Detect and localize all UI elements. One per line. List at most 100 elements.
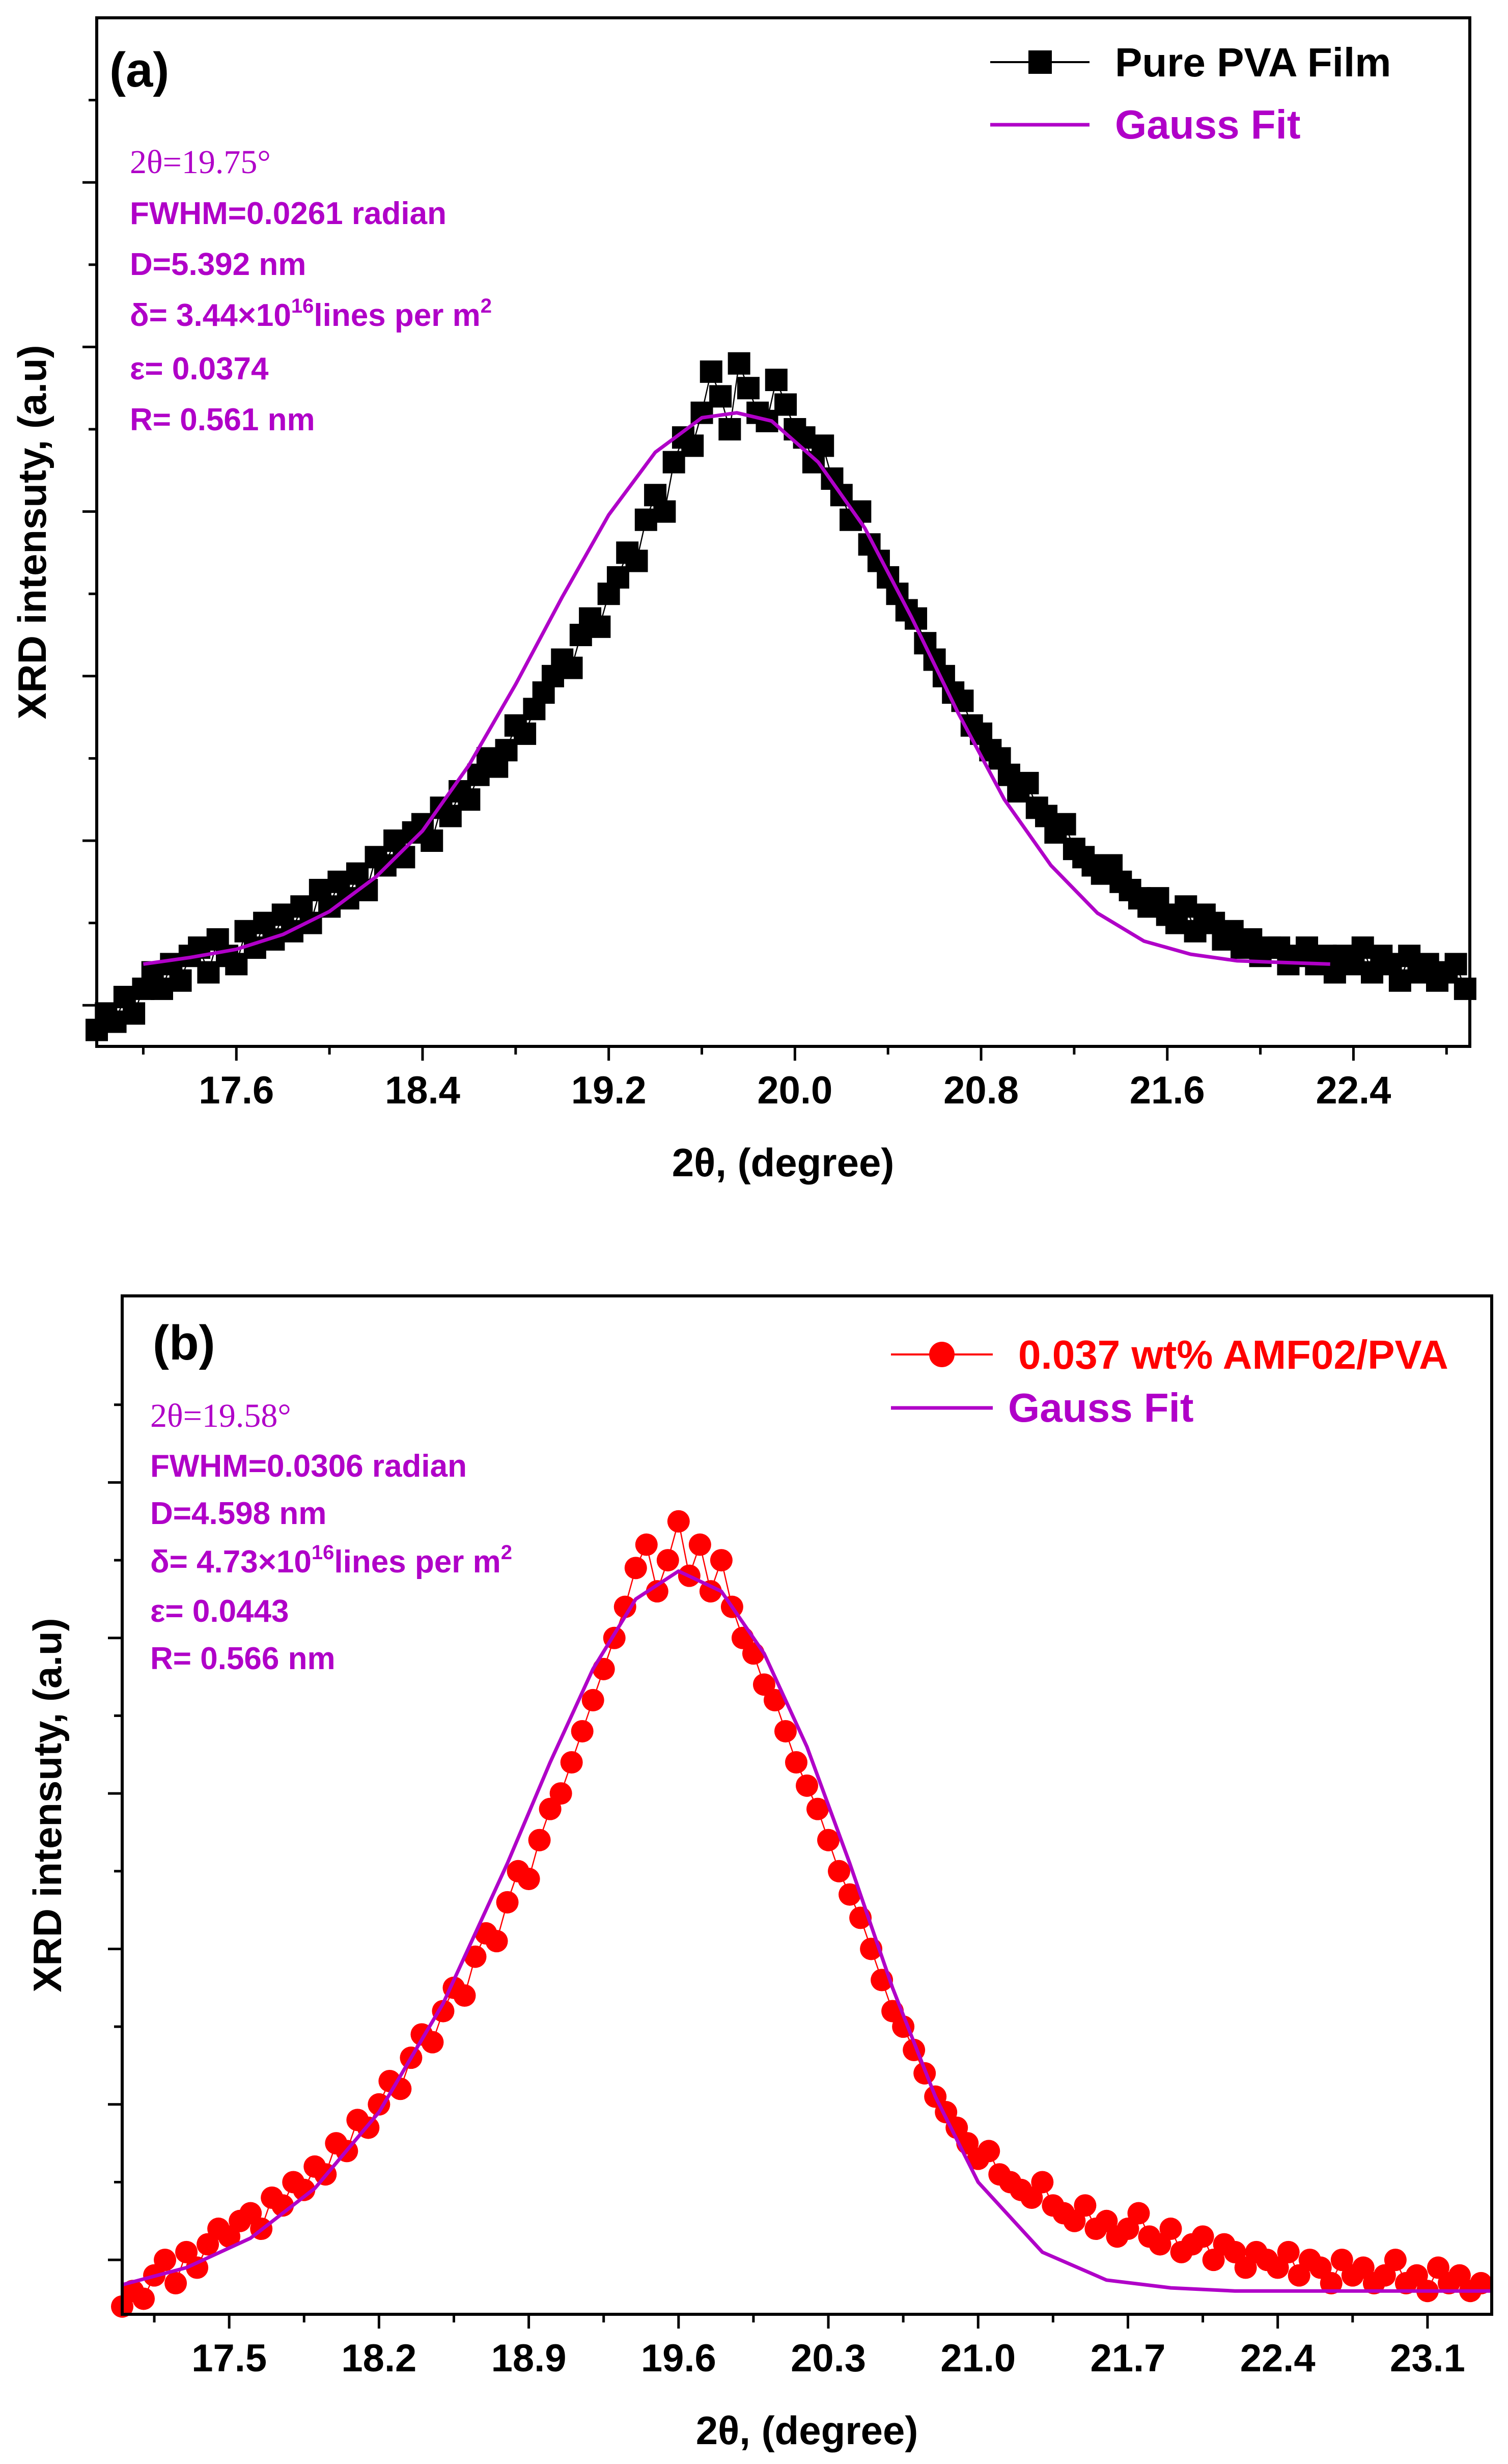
panel-b-data-point: [453, 1984, 476, 2007]
panel-b-data-point: [1469, 2272, 1492, 2294]
panel-b-x-tick-label: 22.4: [1240, 2337, 1316, 2380]
panel-b-data-point: [839, 1883, 861, 1906]
panel-a-xlabel: 2θ, (degree): [672, 1140, 895, 1185]
panel-a-x-tick-label: 18.4: [385, 1069, 460, 1112]
panel-b-data-point: [828, 1860, 851, 1882]
panel-b-data-point: [1277, 2240, 1300, 2263]
anno-a-delta-prefix: δ= 3.44×10: [130, 298, 291, 333]
panel-a-data-point: [1444, 953, 1467, 976]
panel-a-data-point: [458, 788, 481, 811]
panel-b-data-point: [1384, 2249, 1407, 2272]
panel-a-data-point: [812, 434, 834, 457]
panel-b-x-tick-label: 23.1: [1390, 2337, 1465, 2380]
legend-a-series-marker: [1028, 50, 1052, 74]
panel-b-data-point: [763, 1688, 786, 1711]
panel-a-label: (a): [109, 43, 169, 97]
panel-a: 17.6 18.4 19.2 20.0 20.8 21.6 22.4 (a) 2θ, (de…: [10, 16, 1476, 1185]
panel-b-data-point: [1191, 2225, 1214, 2248]
panel-b-data-point: [646, 1580, 668, 1603]
panel-b: 17.5 18.2 18.9 19.6 20.3 21.0 21.7 22.4 23.1 (b)…: [25, 1294, 1493, 2453]
panel-b-data-point: [656, 1549, 679, 1572]
anno-a-delta-exp: 16: [291, 295, 314, 317]
anno-b-delta-suffix: lines per m: [334, 1544, 500, 1580]
anno-a-delta-suffix: lines per m: [314, 298, 480, 333]
panel-a-data-point: [1454, 977, 1476, 1000]
anno-b-d: D=4.598 nm: [150, 1496, 326, 1531]
panel-a-data-point: [728, 352, 750, 375]
panel-a-ticks: 17.6 18.4 19.2 20.0 20.8 21.6 22.4: [82, 99, 1448, 1112]
anno-b-delta-exp: 16: [312, 1541, 334, 1564]
panel-b-data-point: [710, 1549, 733, 1572]
panel-b-x-tick-label: 20.3: [791, 2337, 866, 2380]
legend-b-series-label: 0.037 wt% AMF02/PVA: [1018, 1332, 1448, 1377]
panel-a-data-point: [514, 722, 537, 745]
panel-b-annotations: 2θ=19.58° FWHM=0.0306 radian D=4.598 nm …: [150, 1397, 512, 1676]
anno-b-delta-sup2: 2: [501, 1541, 512, 1564]
panel-b-data-point: [1031, 2171, 1054, 2194]
panel-b-data-point: [517, 1868, 540, 1891]
anno-a-fwhm: FWHM=0.0261 radian: [130, 196, 446, 231]
panel-b-data-point: [635, 1533, 658, 1556]
panel-a-data-point: [765, 369, 788, 392]
panel-b-gauss-fit-line: [122, 1569, 1492, 2293]
panel-a-data-point: [421, 829, 443, 852]
panel-b-label: (b): [153, 1316, 215, 1370]
panel-b-data-point: [1074, 2194, 1097, 2217]
panel-a-data-point: [625, 549, 648, 572]
panel-a-data-point: [681, 434, 704, 457]
anno-a-delta-sup2: 2: [481, 295, 492, 317]
panel-a-data-point: [169, 969, 192, 992]
panel-a-data-point: [560, 656, 583, 679]
panel-a-data-point: [1053, 813, 1076, 836]
panel-b-data-point: [978, 2140, 1000, 2163]
panel-b-data-point: [742, 1642, 765, 1665]
panel-a-x-tick-label: 22.4: [1316, 1069, 1391, 1112]
panel-b-data-point: [528, 1829, 551, 1851]
panel-b-data-point: [1159, 2218, 1182, 2240]
panel-b-x-tick-label: 18.9: [491, 2337, 567, 2380]
panel-a-frame: [95, 16, 1471, 1048]
panel-b-x-tick-label: 21.0: [940, 2337, 1016, 2380]
panel-b-data-point: [496, 1891, 519, 1914]
panel-b-data-point: [485, 1930, 508, 1953]
anno-b-delta: δ= 4.73×1016lines per m2: [150, 1541, 512, 1580]
panel-b-data-point: [667, 1510, 690, 1533]
panel-b-data-point: [806, 1797, 829, 1820]
panel-a-x-tick-label: 20.8: [943, 1069, 1019, 1112]
anno-b-r: R= 0.566 nm: [150, 1641, 336, 1676]
legend-a-fit-label: Gauss Fit: [1115, 102, 1301, 147]
panel-b-data-point: [164, 2272, 187, 2294]
panel-b-data-point: [581, 1688, 604, 1711]
panel-b-data-point: [785, 1751, 807, 1774]
anno-a-d: D=5.392 nm: [130, 247, 306, 282]
panel-b-data-point: [293, 2178, 316, 2201]
panel-a-data-point: [774, 393, 797, 416]
panel-b-data-point: [817, 1829, 840, 1851]
panel-b-x-tick-label: 19.6: [641, 2337, 716, 2380]
panel-a-data-point: [588, 615, 611, 638]
panel-a-x-tick-label: 19.2: [571, 1069, 647, 1112]
panel-a-data-point: [700, 360, 722, 383]
panel-b-data-point: [796, 1774, 818, 1797]
panel-a-legend: Pure PVA Film Gauss Fit: [990, 40, 1391, 147]
panel-b-data-point: [560, 1751, 583, 1774]
panel-b-x-tick-label: 18.2: [341, 2337, 416, 2380]
panel-a-data-point: [1016, 771, 1039, 794]
panel-b-marks: [111, 1510, 1492, 2318]
panel-a-annotations: 2θ=19.75° FWHM=0.0261 radian D=5.392 nm …: [130, 144, 492, 437]
panel-a-data-point: [737, 377, 760, 400]
panel-a-x-tick-label: 21.6: [1130, 1069, 1205, 1112]
panel-a-data-point: [709, 385, 732, 408]
panel-b-frame: [121, 1294, 1493, 2316]
panel-b-data-point: [421, 2031, 444, 2054]
panel-b-legend: 0.037 wt% AMF02/PVA Gauss Fit: [891, 1332, 1448, 1430]
legend-a-series-label: Pure PVA Film: [1115, 40, 1391, 85]
panel-b-data-point: [368, 2093, 390, 2116]
panel-b-ticks: 17.5 18.2 18.9 19.6 20.3 21.0 21.7 22.4 23.1: [108, 1403, 1465, 2380]
panel-b-data-point: [549, 1782, 572, 1805]
legend-b-series-marker: [929, 1342, 955, 1367]
panel-a-gauss-fit-line: [143, 411, 1330, 966]
legend-b-fit-label: Gauss Fit: [1008, 1385, 1194, 1430]
panel-a-ylabel: XRD intensuty, (a.u): [10, 345, 54, 719]
